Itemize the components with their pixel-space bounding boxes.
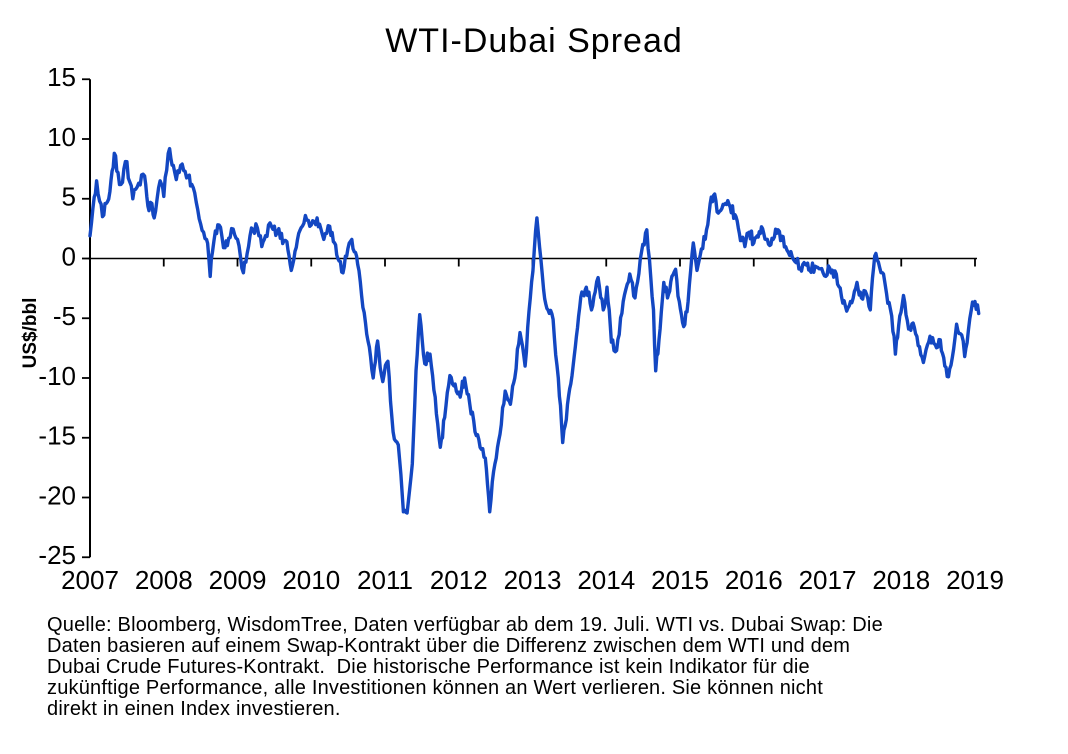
x-tick-label: 2009 — [209, 565, 267, 595]
y-tick-label: -5 — [53, 301, 76, 331]
y-tick-label: 5 — [62, 182, 76, 212]
x-tick-label: 2017 — [799, 565, 857, 595]
x-tick-label: 2019 — [946, 565, 1004, 595]
source-footnote: Quelle: Bloomberg, WisdomTree, Daten ver… — [47, 615, 1038, 720]
y-tick-label: -25 — [38, 540, 76, 570]
x-tick-label: 2012 — [430, 565, 488, 595]
spread-line-series — [88, 146, 981, 515]
y-tick-label: -10 — [38, 361, 76, 391]
footnote-line: zukünftige Performance, alle Investition… — [47, 677, 823, 699]
x-tick-label: 2011 — [357, 565, 413, 595]
x-tick-label: 2013 — [504, 565, 562, 595]
x-tick-label: 2015 — [651, 565, 709, 595]
footnote-line: Dubai Crude Futures-Kontrakt. Die histor… — [47, 656, 810, 678]
x-tick-label: 2018 — [872, 565, 930, 595]
y-tick-label: -15 — [38, 421, 76, 451]
x-tick-label: 2008 — [135, 565, 193, 595]
x-tick-label: 2010 — [282, 565, 340, 595]
y-tick-label: 15 — [47, 62, 76, 92]
x-tick-label: 2014 — [577, 565, 635, 595]
y-tick-label: -20 — [38, 480, 76, 510]
x-tick-label: 2016 — [725, 565, 783, 595]
x-tick-label: 2007 — [61, 565, 119, 595]
y-tick-label: 0 — [62, 241, 76, 271]
y-tick-label: 10 — [47, 122, 76, 152]
footnote-line: Quelle: Bloomberg, WisdomTree, Daten ver… — [47, 614, 883, 636]
footnote-line: Daten basieren auf einem Swap-Kontrakt ü… — [47, 635, 851, 657]
footnote-line: direkt in einen Index investieren. — [47, 698, 341, 720]
chart-title: WTI-Dubai Spread — [385, 22, 683, 60]
